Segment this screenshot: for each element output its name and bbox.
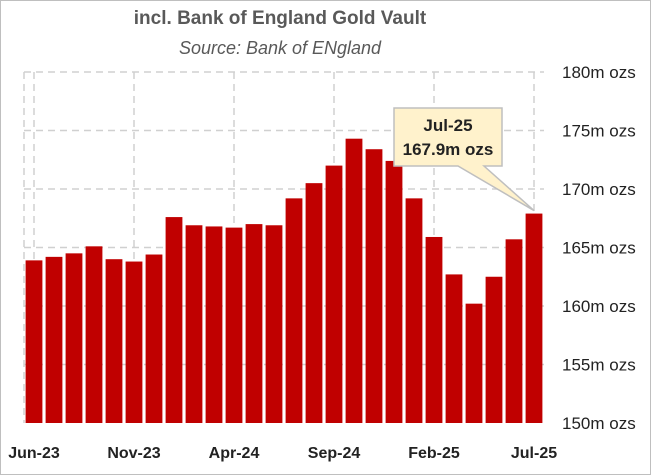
y-tick-label: 150m ozs <box>562 414 636 433</box>
y-tick-label: 165m ozs <box>562 239 636 258</box>
bar-aug-23 <box>65 253 83 423</box>
bars <box>25 138 543 424</box>
bar-oct-23 <box>105 259 123 423</box>
bar-nov-23 <box>125 261 143 423</box>
bar-sep-23 <box>85 246 103 423</box>
bar-aug-24 <box>305 183 323 423</box>
callout-bubble <box>393 107 535 212</box>
bar-mar-24 <box>205 226 223 423</box>
bar-mar-25 <box>445 274 463 423</box>
y-tick-label: 175m ozs <box>562 122 636 141</box>
x-tick-label: Jul-25 <box>511 445 557 462</box>
y-axis-tick-labels: 150m ozs 155m ozs 160m ozs 165m ozs 170m ozs… <box>562 63 636 433</box>
bar-feb-24 <box>185 225 203 423</box>
bar-jan-25 <box>405 198 423 423</box>
callout-label-value: 167.9m ozs <box>403 140 494 159</box>
bar-oct-24 <box>345 138 363 423</box>
x-tick-label: Nov-23 <box>107 445 160 462</box>
y-tick-label: 155m ozs <box>562 356 636 375</box>
bar-dec-23 <box>145 254 163 423</box>
x-tick-label: Jun-23 <box>8 445 60 462</box>
callout: Jul-25 167.9m ozs <box>393 107 535 212</box>
chart-title: incl. Bank of England Gold Vault <box>133 8 427 29</box>
bar-jun-25 <box>505 239 523 423</box>
bar-may-25 <box>485 276 503 423</box>
y-tick-label: 160m ozs <box>562 297 636 316</box>
bar-jan-24 <box>165 217 183 423</box>
y-tick-label: 170m ozs <box>562 180 636 199</box>
bar-feb-25 <box>425 236 443 423</box>
bar-jul-25 <box>525 213 543 423</box>
bar-apr-24 <box>225 227 243 423</box>
y-tick-label: 180m ozs <box>562 63 636 82</box>
bar-jul-24 <box>285 198 303 423</box>
callout-label-date: Jul-25 <box>423 116 472 135</box>
bar-jun-23 <box>25 260 43 423</box>
chart-subtitle: Source: Bank of ENgland <box>178 38 382 58</box>
bar-apr-25 <box>465 303 483 423</box>
bar-jul-23 <box>45 256 63 423</box>
bar-may-24 <box>245 224 263 423</box>
bar-nov-24 <box>365 149 383 423</box>
x-tick-label: Apr-24 <box>209 445 260 462</box>
x-axis-tick-labels: Jun-23 Nov-23 Apr-24 Sep-24 Feb-25 Jul-25 <box>8 445 557 462</box>
bar-jun-24 <box>265 225 283 423</box>
bar-sep-24 <box>325 165 343 423</box>
x-tick-label: Feb-25 <box>408 445 460 462</box>
bar-dec-24 <box>385 160 403 424</box>
x-tick-label: Sep-24 <box>308 445 361 462</box>
